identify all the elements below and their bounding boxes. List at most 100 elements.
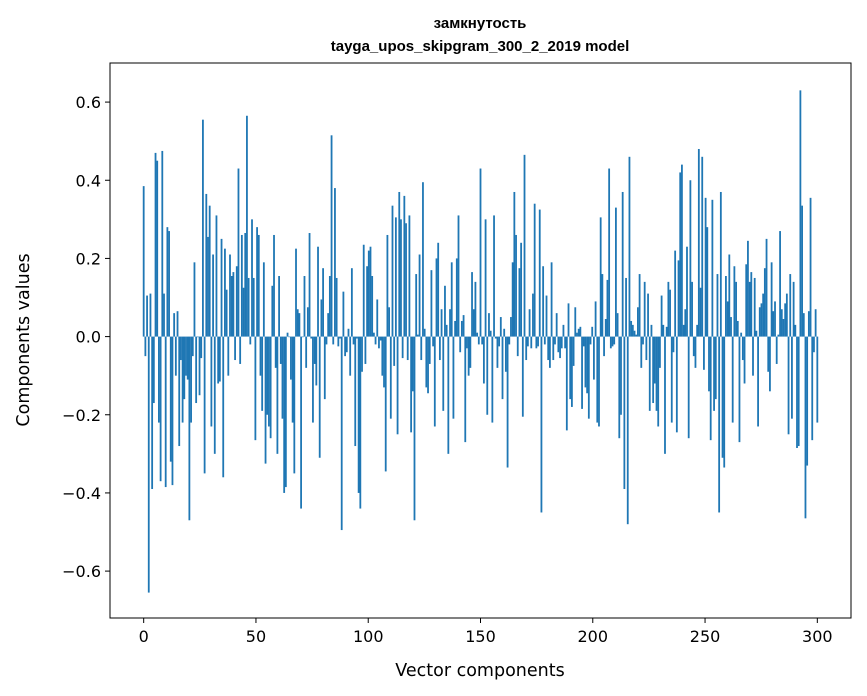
bar <box>389 336 392 419</box>
bar <box>603 336 605 357</box>
bar <box>538 209 541 337</box>
bar <box>447 336 450 454</box>
bar <box>560 336 563 349</box>
bar <box>261 336 264 411</box>
bar <box>472 309 475 337</box>
bar <box>330 135 333 337</box>
bar <box>200 336 203 359</box>
bar <box>650 324 653 337</box>
bar <box>801 205 803 337</box>
bar <box>569 336 572 400</box>
bar <box>361 336 363 372</box>
bar <box>437 242 440 337</box>
bar <box>731 336 734 423</box>
bar <box>328 276 331 337</box>
bar <box>234 336 236 361</box>
bar <box>662 324 665 337</box>
bar <box>274 336 277 368</box>
bar <box>405 223 407 337</box>
bar <box>178 336 181 447</box>
bar <box>174 336 177 376</box>
bar <box>312 336 314 423</box>
bar <box>163 293 165 337</box>
bar <box>753 277 756 337</box>
bar <box>784 303 787 337</box>
bar <box>709 336 712 441</box>
bar <box>394 217 397 337</box>
bar <box>723 336 726 468</box>
bar <box>286 332 289 337</box>
bar <box>665 326 668 337</box>
bar <box>763 268 766 337</box>
bar <box>347 328 350 337</box>
bar <box>565 336 568 431</box>
bar <box>459 336 462 353</box>
bar <box>367 250 370 337</box>
bar <box>696 324 699 337</box>
bar <box>334 188 336 337</box>
bar <box>430 270 433 337</box>
bar <box>547 336 550 361</box>
bar <box>156 160 159 337</box>
bar <box>562 324 565 337</box>
bar <box>697 148 700 337</box>
bar <box>168 231 170 337</box>
bar <box>154 152 157 337</box>
bar <box>432 336 435 347</box>
bar <box>499 317 502 337</box>
bar <box>501 336 504 400</box>
bar <box>572 336 575 366</box>
bar <box>259 336 262 376</box>
bar <box>587 336 590 419</box>
bar <box>601 274 604 337</box>
bar <box>213 336 216 454</box>
bar <box>738 336 741 443</box>
bar <box>721 336 724 458</box>
bar <box>217 336 220 384</box>
bar <box>574 307 577 337</box>
bar <box>767 336 770 372</box>
bar <box>508 336 511 345</box>
bar <box>460 320 463 337</box>
bar <box>557 336 560 353</box>
bar <box>190 336 192 423</box>
bar <box>416 334 419 337</box>
bar <box>643 281 646 337</box>
bar <box>345 336 348 353</box>
bar <box>374 336 377 345</box>
bar <box>655 336 658 411</box>
bar <box>325 336 328 345</box>
bar <box>376 299 379 337</box>
bar <box>740 332 743 337</box>
x-tick-label: 150 <box>465 627 496 646</box>
bar <box>159 336 162 482</box>
bar <box>719 191 722 337</box>
bar <box>469 336 472 368</box>
bar <box>290 336 292 380</box>
bar <box>386 234 389 337</box>
bar <box>410 336 413 433</box>
bar <box>173 313 176 337</box>
bar <box>398 191 401 337</box>
bar <box>813 336 815 353</box>
bar <box>559 336 561 359</box>
bar <box>342 291 345 337</box>
y-tick-label: 0.0 <box>76 328 101 347</box>
bar <box>613 336 616 345</box>
bar <box>748 281 751 337</box>
bar <box>354 336 357 447</box>
bar <box>191 336 194 357</box>
y-axis: 0.6 0.4 0.2 0.0 −0.2 −0.4 −0.6 <box>62 93 110 581</box>
bar <box>308 233 311 337</box>
bar <box>288 336 291 338</box>
bar-series <box>142 90 819 593</box>
bar <box>491 336 494 423</box>
x-tick-label: 0 <box>139 627 149 646</box>
bar <box>604 319 607 337</box>
bar <box>730 317 732 337</box>
bar <box>332 336 335 345</box>
bar <box>220 238 223 337</box>
bar <box>653 336 656 384</box>
x-tick-label: 50 <box>246 627 266 646</box>
